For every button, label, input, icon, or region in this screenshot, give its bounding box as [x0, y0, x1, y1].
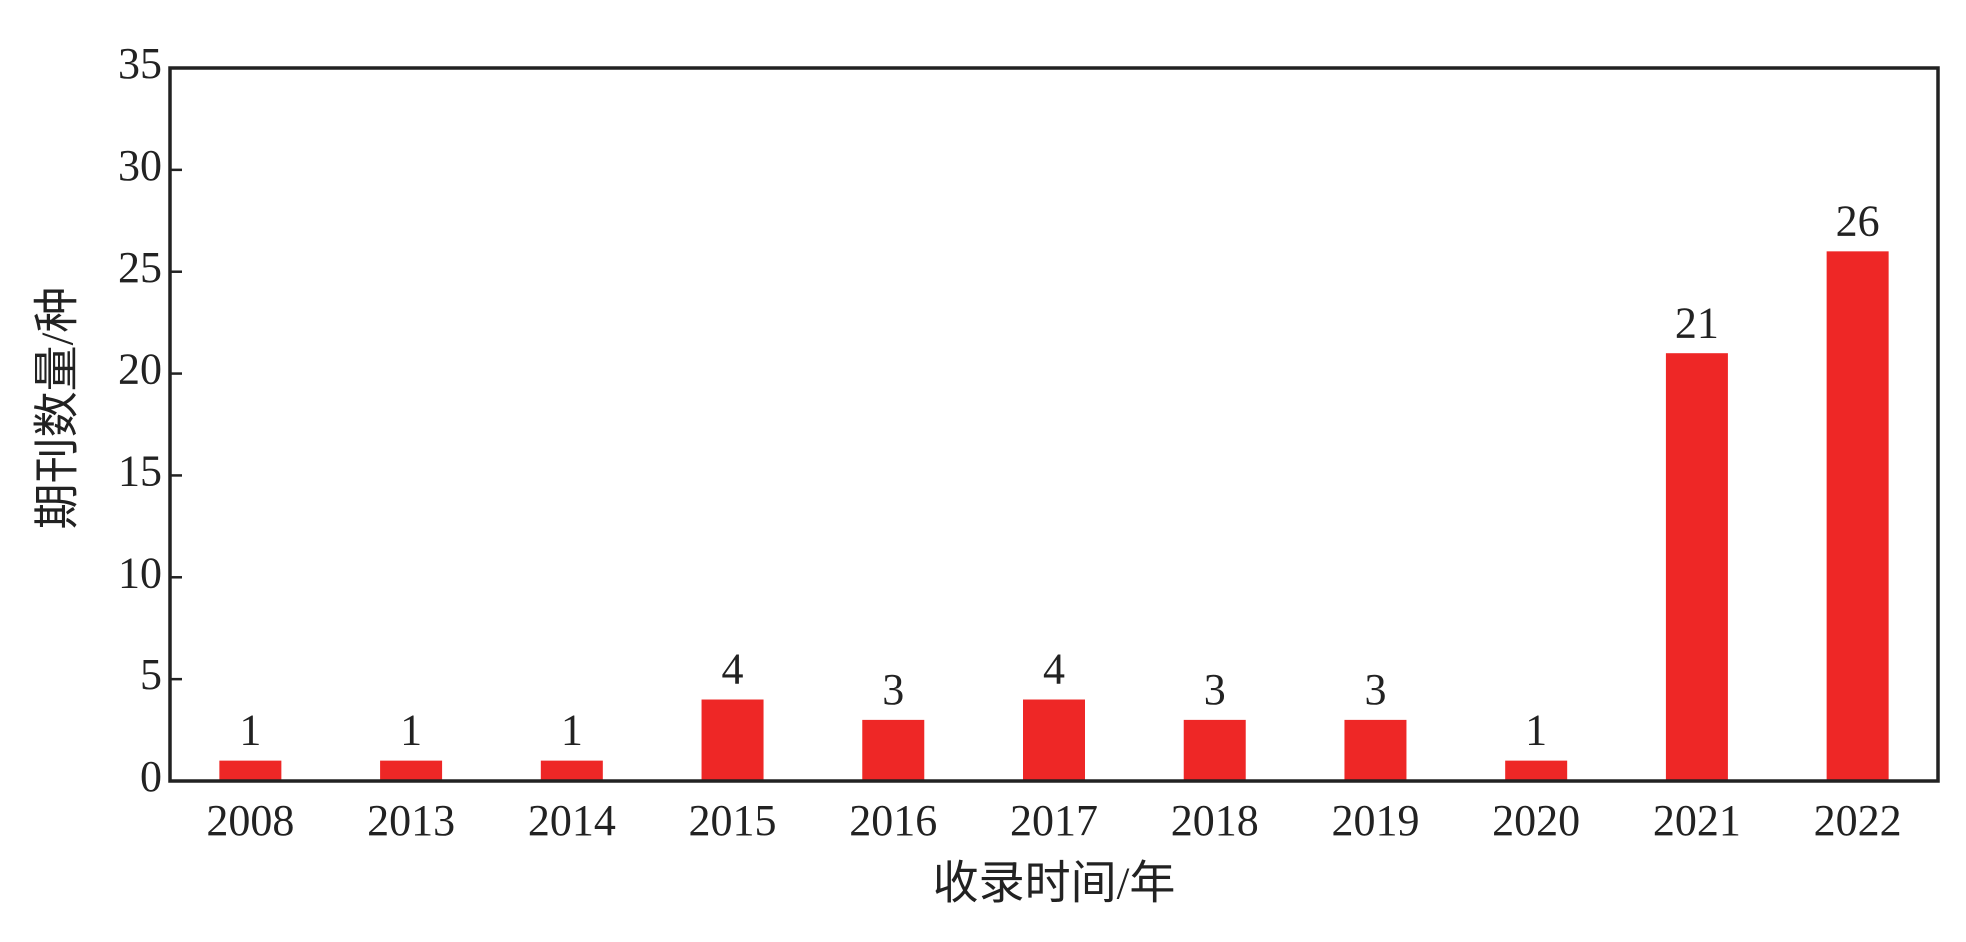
bar [1183, 719, 1246, 781]
data-label: 26 [1836, 196, 1880, 245]
bar [1665, 353, 1728, 781]
plot-frame [168, 66, 1940, 783]
x-tick-label: 2015 [689, 796, 777, 845]
bar [862, 719, 925, 781]
x-tick-label: 2016 [849, 796, 937, 845]
data-label: 3 [1204, 665, 1226, 714]
data-label: 3 [1364, 665, 1386, 714]
data-label: 1 [239, 706, 261, 755]
bar [701, 699, 764, 781]
y-tick-label: 25 [118, 243, 162, 292]
data-label: 4 [722, 645, 744, 694]
x-tick-label: 2018 [1171, 796, 1259, 845]
data-label: 3 [882, 665, 904, 714]
y-axis-title: 期刊数量/种 [32, 287, 83, 530]
y-tick-label: 35 [118, 39, 162, 88]
x-tick-label: 2021 [1653, 796, 1741, 845]
x-tick-label: 2014 [528, 796, 616, 845]
y-tick-label: 10 [118, 548, 162, 597]
y-tick-label: 15 [118, 447, 162, 496]
bar [1505, 760, 1568, 781]
x-tick-label: 2017 [1010, 796, 1098, 845]
bar [1023, 699, 1085, 781]
bar [380, 760, 443, 781]
data-label: 4 [1043, 645, 1065, 694]
y-tick-label: 30 [118, 141, 162, 190]
y-tick-label: 20 [118, 345, 162, 394]
bar [1344, 719, 1407, 781]
x-tick-label: 2008 [206, 796, 294, 845]
data-label: 1 [561, 706, 583, 755]
y-tick-label: 0 [140, 752, 162, 801]
data-label: 1 [1525, 706, 1547, 755]
x-tick-label: 2019 [1331, 796, 1419, 845]
data-label: 1 [400, 706, 422, 755]
x-axis-title: 收录时间/年 [933, 858, 1176, 909]
data-label: 21 [1675, 298, 1719, 347]
x-tick-label: 2020 [1492, 796, 1580, 845]
bar [1826, 251, 1889, 782]
bar [540, 760, 603, 781]
bar [219, 760, 282, 781]
x-tick-label: 2013 [367, 796, 455, 845]
x-tick-label: 2022 [1814, 796, 1902, 845]
y-tick-label: 5 [140, 650, 162, 699]
